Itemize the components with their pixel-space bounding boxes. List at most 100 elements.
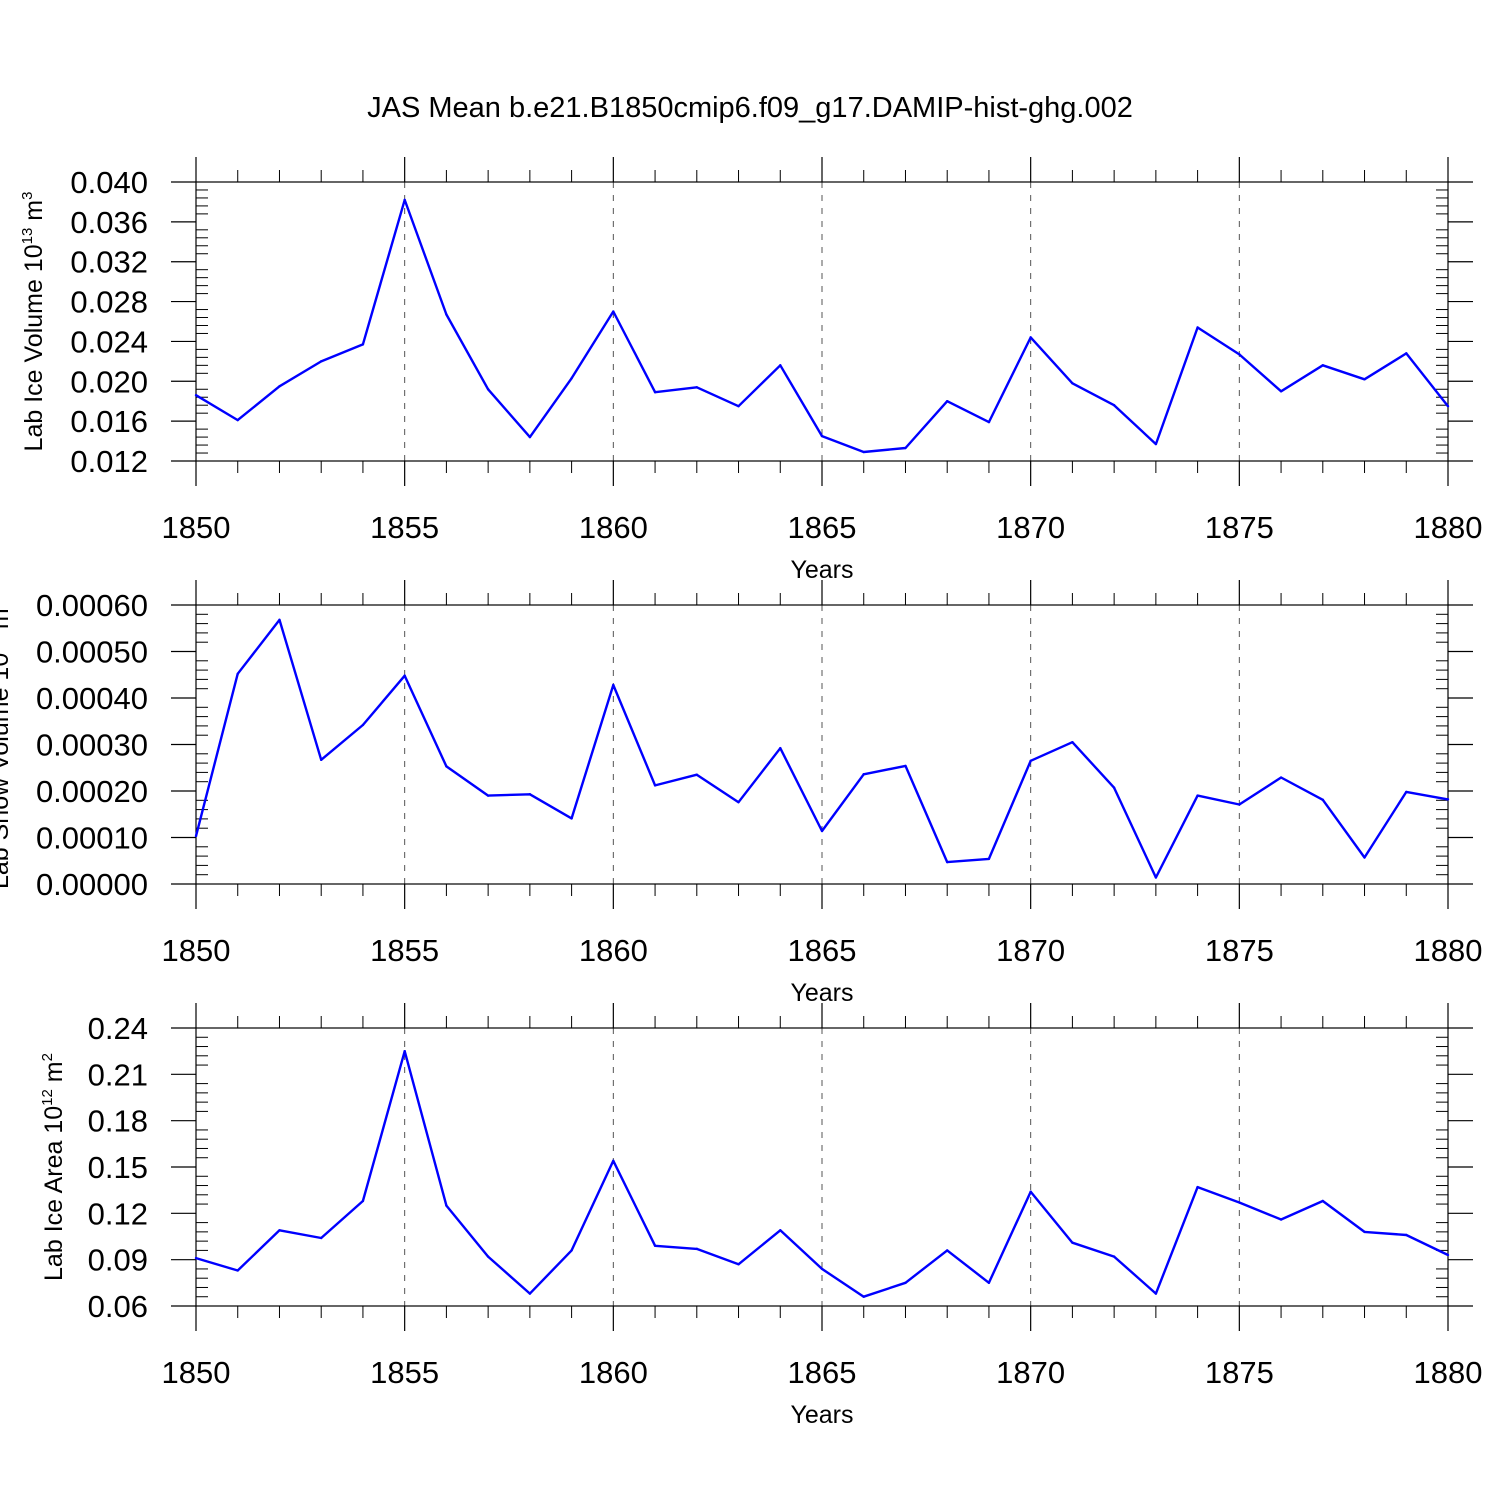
data-point xyxy=(612,310,615,313)
y-tick-label: 0.06 xyxy=(88,1289,148,1324)
x-tick-label: 1865 xyxy=(788,1355,857,1390)
data-point xyxy=(570,1249,573,1252)
x-tick-label: 1870 xyxy=(996,933,1065,968)
data-point xyxy=(695,386,698,389)
data-point xyxy=(361,723,365,727)
data-point xyxy=(1321,1199,1325,1203)
x-axis-label: Years xyxy=(790,1401,853,1429)
data-point xyxy=(1196,794,1199,797)
x-tick-label: 1860 xyxy=(579,1355,648,1390)
data-point xyxy=(1405,790,1408,794)
y-tick-label: 0.028 xyxy=(70,285,148,320)
y-tick-label: 0.00000 xyxy=(36,867,148,902)
y-tick-label: 0.040 xyxy=(70,165,148,200)
data-point xyxy=(1154,1292,1158,1295)
data-point xyxy=(1112,1255,1116,1258)
data-point xyxy=(445,1204,448,1207)
data-point xyxy=(820,829,824,833)
x-tick-label: 1875 xyxy=(1205,1355,1274,1390)
y-axis-label-part: 13 xyxy=(0,636,2,653)
data-point xyxy=(278,1229,281,1232)
data-point xyxy=(361,343,365,346)
data-point xyxy=(1279,390,1283,393)
data-point xyxy=(653,784,657,787)
data-point xyxy=(1112,404,1116,407)
data-point xyxy=(361,1199,365,1203)
x-tick-label: 1850 xyxy=(162,1355,231,1390)
data-point xyxy=(570,817,573,820)
y-axis-label-part: 2 xyxy=(39,1053,56,1061)
plot-panel-2: 0.00000 0.00010 0.00020 0.00030 0.00040 0.000… xyxy=(0,580,1482,1007)
data-point xyxy=(987,1281,991,1285)
y-tick-label: 0.016 xyxy=(70,404,148,439)
y-tick-label: 0.15 xyxy=(88,1150,148,1185)
data-point xyxy=(779,747,782,750)
data-point xyxy=(1363,1230,1366,1234)
plot-panel-1: 0.012 0.016 0.020 0.024 0.028 0.032 0.036 0.040… xyxy=(19,157,1482,584)
y-tick-label: 0.00040 xyxy=(36,681,148,716)
x-tick-label: 1850 xyxy=(162,933,231,968)
y-axis-label-part: m xyxy=(0,608,14,636)
data-point xyxy=(653,1244,657,1247)
data-point xyxy=(1446,1253,1450,1257)
plot-panel-3: 0.06 0.09 0.12 0.15 0.18 0.21 0.24 1850 1855 1860… xyxy=(39,1003,1482,1429)
x-tick-label: 1860 xyxy=(579,933,648,968)
y-tick-label: 0.020 xyxy=(70,364,148,399)
data-point xyxy=(403,198,406,202)
y-axis-label: Lab Ice Area 1012 m2 xyxy=(39,1053,68,1281)
x-tick-label: 1865 xyxy=(788,933,857,968)
data-point xyxy=(445,765,448,768)
data-point xyxy=(737,1263,740,1266)
x-tick-label: 1865 xyxy=(788,510,857,545)
x-axis-label: Years xyxy=(790,979,853,1007)
y-tick-label: 0.00050 xyxy=(36,635,148,670)
data-point xyxy=(1363,856,1366,859)
y-axis-label-part: Lab Snow Volume 10 xyxy=(0,653,14,889)
y-tick-label: 0.12 xyxy=(88,1196,148,1231)
data-point xyxy=(528,1292,532,1295)
data-point xyxy=(278,618,281,622)
data-point xyxy=(946,860,949,864)
data-point xyxy=(862,450,865,454)
data-point xyxy=(486,388,490,391)
data-point xyxy=(1446,798,1450,801)
y-tick-label: 0.012 xyxy=(70,444,148,479)
data-point xyxy=(486,1255,490,1258)
data-point xyxy=(1154,876,1158,879)
y-tick-label: 0.00030 xyxy=(36,728,148,763)
data-point xyxy=(612,683,615,687)
data-point xyxy=(1196,1185,1199,1189)
x-tick-label: 1880 xyxy=(1414,933,1483,968)
data-point xyxy=(194,394,198,397)
y-axis-label-part: m xyxy=(40,1061,68,1089)
data-point xyxy=(445,313,448,316)
y-tick-label: 0.21 xyxy=(88,1057,148,1092)
data-point xyxy=(1279,776,1283,779)
y-axis-label: Lab Ice Volume 1013 m3 xyxy=(19,192,48,452)
data-point xyxy=(1405,1233,1408,1237)
data-point xyxy=(987,420,991,424)
y-axis-label-part: 3 xyxy=(19,192,36,200)
x-tick-label: 1855 xyxy=(370,510,439,545)
y-tick-label: 0.024 xyxy=(70,324,148,359)
y-axis-label-part: m xyxy=(20,200,48,228)
data-point xyxy=(236,418,239,422)
y-tick-label: 0.032 xyxy=(70,245,148,280)
data-point xyxy=(1238,803,1241,806)
y-tick-label: 0.09 xyxy=(88,1243,148,1278)
data-point xyxy=(820,1267,824,1271)
x-tick-label: 1860 xyxy=(579,510,648,545)
x-tick-label: 1870 xyxy=(996,1355,1065,1390)
data-point xyxy=(403,674,406,677)
y-axis-label-part: 13 xyxy=(19,228,36,245)
data-point xyxy=(1029,1190,1032,1193)
data-point xyxy=(987,857,991,861)
data-point xyxy=(612,1159,615,1163)
data-point xyxy=(403,1049,406,1053)
data-point xyxy=(1029,759,1032,762)
data-point xyxy=(528,793,532,796)
data-point xyxy=(946,1249,949,1252)
data-point xyxy=(320,1236,323,1240)
data-point xyxy=(486,794,490,797)
data-point xyxy=(1154,442,1158,446)
